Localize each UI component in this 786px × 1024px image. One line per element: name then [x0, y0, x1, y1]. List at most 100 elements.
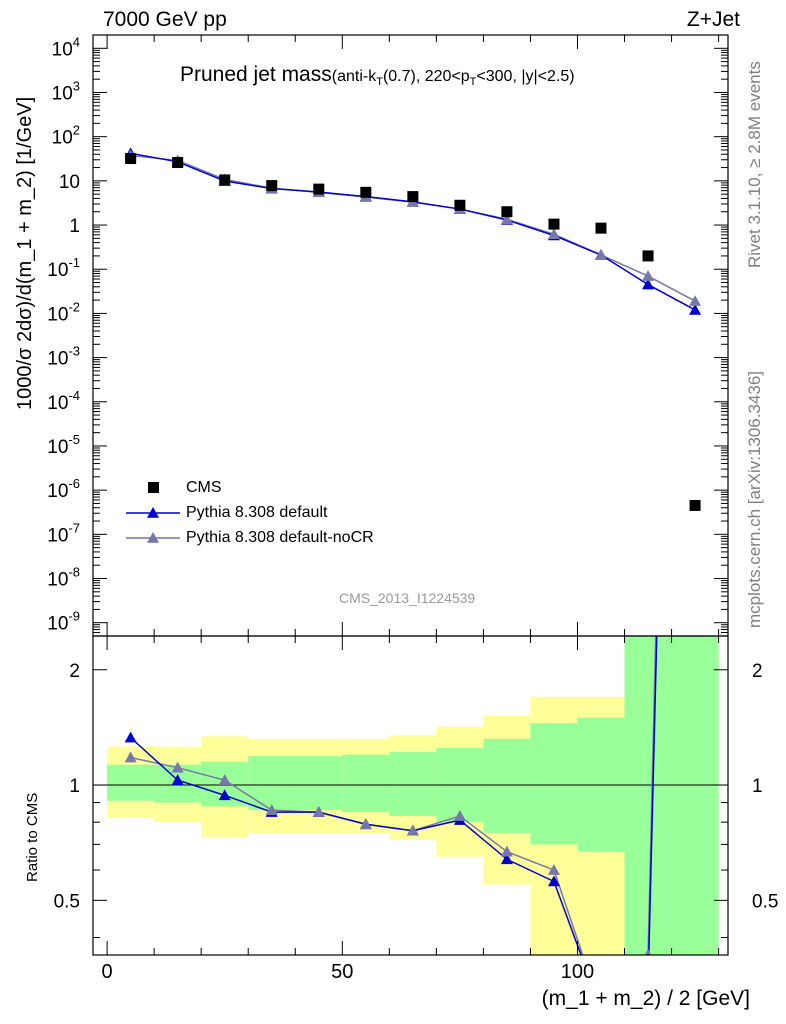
y-axis-label-main: 1000/σ 2dσ)/d(m_1 + m_2) [1/GeV]	[14, 96, 36, 410]
y-tick-exponent: -6	[68, 476, 80, 491]
y-tick-label: 10-6	[47, 476, 80, 502]
ratio-y-tick-label-right: 2	[752, 661, 763, 682]
ratio-point-nocr	[453, 810, 466, 821]
point-cms	[172, 157, 184, 169]
point-cms	[313, 183, 325, 195]
x-tick-label: 100	[561, 961, 594, 983]
y-tick-exponent: -7	[68, 520, 80, 535]
ratio-y-tick-label-left: 2	[69, 661, 80, 682]
chart-title: Pruned jet mass(anti-kT(0.7), 220<pT<300…	[180, 63, 575, 88]
point-nocr	[642, 270, 655, 281]
point-nocr	[547, 228, 560, 240]
point-cms	[595, 222, 607, 234]
series-line-default	[130, 152, 696, 311]
ratio-frame	[92, 635, 729, 956]
y-tick-exponent: -3	[68, 344, 80, 359]
analysis-id: CMS_2013_I1224539	[339, 590, 476, 606]
subscript-t: T	[376, 76, 383, 89]
ratio-y-tick-label-left: 0.5	[54, 891, 80, 912]
legend-marker-cms	[148, 482, 159, 493]
ratio-point-nocr	[218, 774, 231, 785]
ratio-point-nocr	[547, 864, 560, 875]
y-tick-exponent: -4	[68, 388, 80, 403]
y-tick-label: 103	[52, 78, 80, 104]
point-cms	[407, 191, 419, 203]
y-tick-exponent: -9	[68, 609, 80, 624]
ratio-point-default	[500, 853, 513, 865]
ratio-point-nocr	[406, 824, 419, 836]
band-inner	[295, 756, 343, 811]
y-tick-label: 10-5	[47, 432, 80, 458]
point-nocr	[595, 248, 607, 260]
band-inner	[483, 738, 531, 833]
legend-label-nocr: Pythia 8.308 default-noCR	[186, 529, 374, 546]
y-tick-exponent: -5	[68, 432, 80, 447]
ratio-point-nocr	[644, 949, 652, 955]
y-tick-label: 10-9	[47, 609, 80, 635]
y-tick-exponent: 4	[73, 34, 80, 49]
y-tick-label: 10-3	[47, 344, 80, 370]
band-inner	[624, 636, 672, 955]
band-inner	[389, 751, 437, 817]
x-axis-label: (m_1 + m_2) / 2 [GeV]	[541, 987, 750, 1010]
point-default	[689, 303, 702, 315]
subscript-t: T	[469, 76, 477, 89]
y-tick-label: 10-8	[47, 565, 80, 591]
band-inner	[248, 756, 296, 811]
y-tick-label: 104	[52, 34, 80, 60]
x-tick-label: 50	[331, 961, 353, 983]
y-tick-label: 10-1	[47, 255, 80, 281]
y-axis-label-ratio: Ratio to CMS	[24, 792, 41, 882]
legend-label-cms: CMS	[186, 479, 222, 496]
title-sub: (anti-kT(0.7), 220<pT<300, |y|<2.5)	[331, 68, 575, 89]
band-inner	[342, 754, 390, 813]
header-left: 7000 GeV pp	[103, 8, 227, 31]
ratio-point-default	[547, 875, 560, 887]
point-cms	[125, 153, 137, 165]
y-tick-exponent: 2	[73, 123, 80, 138]
band-inner	[530, 723, 578, 845]
ratio-bands	[93, 636, 728, 955]
point-cms	[642, 250, 654, 262]
ratio-series	[124, 636, 658, 955]
side-label-rivet: Rivet 3.1.10, ≥ 2.8M events	[745, 61, 764, 268]
ratio-point-nocr	[265, 804, 278, 815]
y-tick-label: 1	[69, 216, 80, 237]
header-right: Z+Jet	[686, 8, 740, 31]
ratio-point-default	[218, 789, 231, 801]
y-tick-exponent: -2	[68, 299, 80, 314]
x-tick-label: 0	[102, 961, 113, 983]
legend-label-default: Pythia 8.308 default	[186, 504, 328, 521]
ratio-y-tick-label-right: 1	[752, 776, 763, 797]
point-cms	[689, 499, 701, 511]
y-tick-label: 10-2	[47, 299, 80, 325]
ratio-point-nocr	[312, 806, 325, 817]
y-tick-exponent: -1	[68, 255, 80, 270]
ratio-point-nocr	[500, 845, 513, 857]
ratio-y-tick-label-right: 0.5	[752, 891, 778, 912]
band-inner	[671, 636, 719, 955]
ratio-point-default	[171, 774, 184, 785]
title-main: Pruned jet mass	[180, 63, 332, 86]
legend-marker-default	[147, 507, 159, 518]
tick-marks	[93, 34, 728, 955]
frames	[92, 34, 729, 956]
y-tick-label: 102	[52, 123, 80, 149]
ratio-point-nocr	[171, 761, 184, 773]
point-cms	[454, 199, 466, 211]
point-cms	[219, 174, 231, 186]
point-default	[642, 278, 655, 290]
ratio-point-nocr	[124, 751, 137, 763]
legend	[126, 482, 180, 543]
ratio-y-tick-label-left: 1	[69, 776, 80, 797]
ratio-point-default	[124, 731, 137, 743]
legend-marker-nocr	[147, 532, 159, 543]
y-tick-label: 10-4	[47, 388, 80, 414]
main-series	[124, 147, 702, 511]
y-tick-label: 10	[59, 172, 80, 193]
point-cms	[501, 206, 513, 218]
point-nocr	[500, 213, 513, 225]
point-cms	[266, 180, 278, 192]
band-inner	[107, 764, 155, 801]
y-tick-label: 10-7	[47, 520, 80, 546]
